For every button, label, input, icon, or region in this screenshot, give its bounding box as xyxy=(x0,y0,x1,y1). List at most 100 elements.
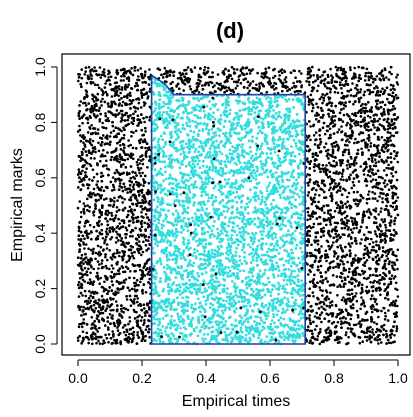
data-point xyxy=(120,243,123,246)
data-point xyxy=(356,91,359,95)
data-point xyxy=(390,179,394,182)
data-point xyxy=(372,173,376,176)
data-point xyxy=(83,289,87,293)
data-point xyxy=(314,138,317,142)
data-point xyxy=(379,240,382,244)
data-point xyxy=(334,182,337,185)
data-point xyxy=(284,76,288,79)
data-point xyxy=(309,74,313,77)
data-point xyxy=(339,211,343,215)
data-point xyxy=(92,176,96,179)
data-point xyxy=(120,116,123,120)
data-point xyxy=(114,180,117,183)
data-point xyxy=(101,134,105,137)
data-point xyxy=(117,291,120,294)
data-point xyxy=(135,238,139,241)
data-point xyxy=(89,110,93,114)
data-point xyxy=(107,289,110,293)
data-point xyxy=(99,159,102,163)
data-point xyxy=(354,111,357,115)
data-point xyxy=(355,299,359,303)
data-point xyxy=(93,103,97,107)
data-point xyxy=(328,262,332,265)
data-point xyxy=(129,327,133,331)
data-point xyxy=(140,211,143,214)
data-point xyxy=(100,213,103,217)
data-point xyxy=(396,116,400,119)
data-point xyxy=(136,107,140,110)
data-point xyxy=(82,177,85,180)
data-point xyxy=(386,319,390,322)
data-point xyxy=(104,136,107,139)
data-point xyxy=(107,76,110,79)
data-point xyxy=(357,202,360,206)
data-point xyxy=(351,222,355,225)
data-point xyxy=(352,102,355,106)
data-point xyxy=(325,164,328,167)
data-point xyxy=(100,171,103,175)
data-point xyxy=(131,202,134,206)
data-point xyxy=(80,156,83,160)
data-point xyxy=(147,247,150,250)
data-point xyxy=(82,321,86,325)
data-point xyxy=(109,83,112,86)
data-point xyxy=(388,224,392,227)
data-point xyxy=(141,162,145,166)
data-point xyxy=(324,142,328,145)
data-point xyxy=(111,205,115,208)
data-point xyxy=(361,221,364,224)
data-point xyxy=(239,68,243,71)
data-point xyxy=(84,221,87,225)
data-point xyxy=(127,209,130,213)
data-point xyxy=(113,196,116,200)
data-point xyxy=(90,77,93,81)
data-point xyxy=(346,144,349,147)
data-point xyxy=(387,122,391,125)
data-point xyxy=(113,293,117,297)
data-point xyxy=(307,103,311,106)
data-point xyxy=(366,173,370,177)
data-point xyxy=(326,240,330,244)
data-point xyxy=(86,186,90,190)
data-point xyxy=(380,148,384,152)
data-point xyxy=(363,248,367,251)
data-point xyxy=(140,146,144,149)
data-point xyxy=(140,222,143,226)
data-point xyxy=(102,71,106,74)
data-point xyxy=(118,314,121,317)
data-point xyxy=(121,249,124,253)
data-point xyxy=(106,223,110,227)
data-point xyxy=(328,115,331,118)
data-point xyxy=(386,257,390,261)
data-point xyxy=(329,329,332,332)
data-point xyxy=(141,158,145,161)
data-point xyxy=(389,167,393,170)
data-point xyxy=(137,304,140,307)
data-point xyxy=(385,334,389,338)
data-point xyxy=(329,312,333,315)
data-point xyxy=(108,226,112,230)
data-point xyxy=(329,133,332,137)
data-point xyxy=(326,148,330,152)
data-point xyxy=(130,130,133,134)
data-point xyxy=(314,240,317,244)
data-point xyxy=(343,223,347,226)
data-point xyxy=(201,84,204,87)
data-point xyxy=(148,308,151,311)
data-point xyxy=(86,183,89,186)
data-point xyxy=(109,131,113,134)
data-point xyxy=(193,66,197,69)
data-point xyxy=(146,267,149,270)
data-point xyxy=(350,261,353,265)
data-point xyxy=(332,186,336,190)
data-point xyxy=(309,254,312,258)
data-point xyxy=(77,295,81,298)
data-point xyxy=(317,184,321,188)
data-point xyxy=(356,88,359,92)
data-point xyxy=(133,84,137,88)
data-point xyxy=(367,121,371,124)
data-point xyxy=(94,204,97,208)
data-point xyxy=(363,252,366,256)
data-point xyxy=(372,123,375,127)
data-point xyxy=(81,169,84,173)
